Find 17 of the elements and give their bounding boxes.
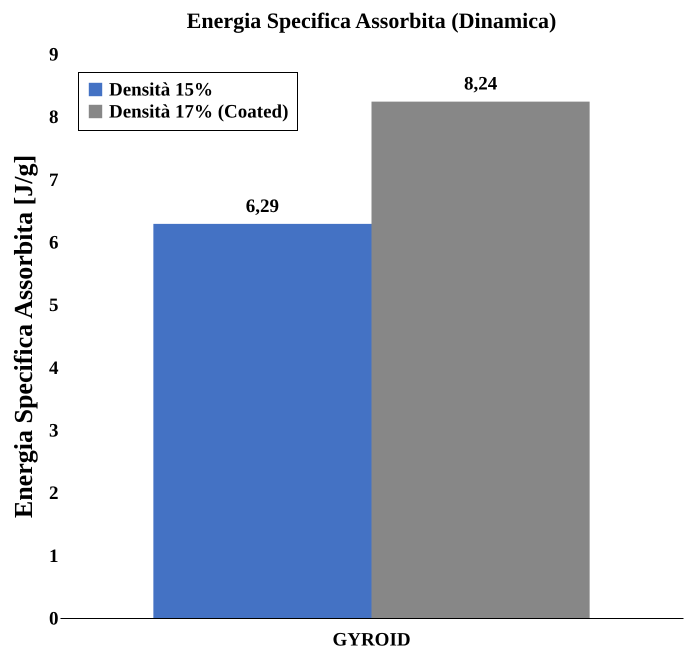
y-tick-label: 7 [49, 170, 59, 191]
y-tick-label: 3 [49, 420, 58, 442]
y-tick-label: 1 [49, 546, 58, 567]
y-tick-label: 5 [49, 295, 58, 316]
y-tick-label: 8 [49, 107, 58, 128]
y-tick-label: 6 [49, 232, 58, 254]
chart-title: Energia Specifica Assorbita (Dinamica) [186, 8, 556, 33]
y-tick-label: 0 [49, 608, 58, 630]
legend-label: Densità 15% [109, 80, 213, 100]
y-tick-label: 9 [49, 44, 58, 66]
legend-label: Densità 17% (Coated) [109, 102, 288, 122]
x-tick-label: GYROID [332, 630, 411, 650]
y-tick-label: 4 [49, 358, 59, 379]
data-label: 8,24 [464, 74, 498, 95]
data-label: 6,29 [246, 196, 280, 217]
y-tick-label: 2 [49, 483, 58, 504]
y-axis-title: Energia Specifica Assorbita [J/g] [9, 154, 38, 518]
